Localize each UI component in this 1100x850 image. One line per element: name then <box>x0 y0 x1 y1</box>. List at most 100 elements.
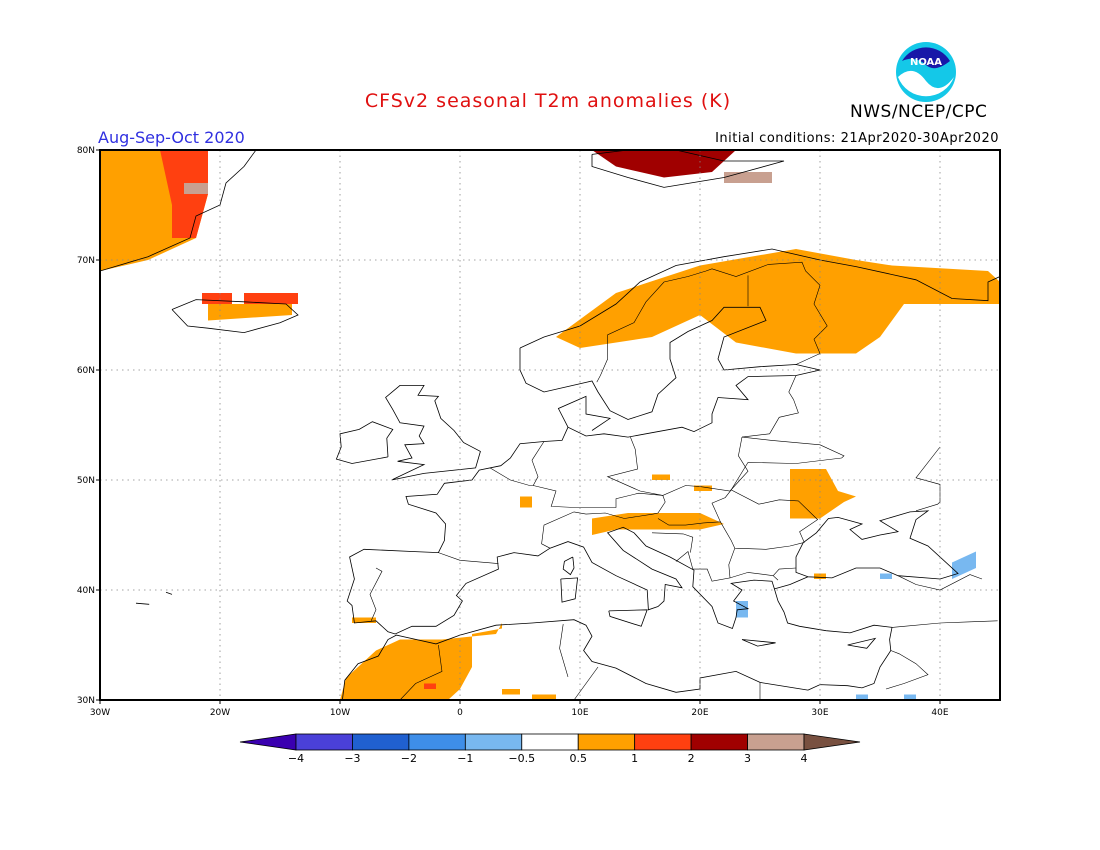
border-15 <box>651 532 694 553</box>
lat-tick-label: 40N <box>77 586 95 596</box>
colorbar-min-arrow <box>239 733 297 751</box>
anomaly-region-0-11 <box>532 694 556 700</box>
anomaly-region-1-3 <box>424 683 436 689</box>
coastline-11 <box>562 556 575 576</box>
noaa-logo: NOAA <box>895 41 957 103</box>
border-5 <box>596 261 828 383</box>
colorbar-swatch <box>577 733 636 751</box>
coastline-17 <box>135 602 150 605</box>
anomaly-fill-layer <box>100 150 1000 700</box>
colorbar-label: 2 <box>688 752 695 765</box>
border-1 <box>533 485 666 549</box>
border-13 <box>720 521 804 550</box>
colorbar-label: 3 <box>744 752 751 765</box>
lat-tick-label: 30N <box>77 696 95 706</box>
coastline-6 <box>346 427 959 635</box>
anomaly-region-3-1 <box>724 172 772 183</box>
border-7 <box>741 399 799 438</box>
anomaly-region-0-3 <box>652 474 670 480</box>
lat-tick-label: 50N <box>77 476 95 486</box>
colorbar-label: −4 <box>288 752 304 765</box>
anomaly-region-0-2 <box>556 249 1000 354</box>
lon-tick-label: 0 <box>457 708 463 718</box>
svg-text:NOAA: NOAA <box>910 57 942 68</box>
coastline-layer <box>100 150 1000 700</box>
anomaly-region-0-6 <box>790 469 856 519</box>
anomaly-region-4-3 <box>856 694 868 700</box>
anomaly-region-0-7 <box>520 496 532 508</box>
coastline-8 <box>342 619 809 700</box>
border-14 <box>675 548 736 582</box>
lon-tick-label: 10W <box>330 708 350 718</box>
colorbar-swatch <box>295 733 353 751</box>
anomaly-region-3-0 <box>184 183 208 194</box>
colorbar-label: −1 <box>457 752 473 765</box>
coastline-3 <box>519 248 1000 349</box>
colorbar-label: 1 <box>631 752 638 765</box>
coastline-10 <box>335 421 394 464</box>
anomaly-region-0-10 <box>502 689 520 695</box>
lon-tick-label: 40E <box>931 708 948 718</box>
axis-tick-layer: 30W 20W 10W 0 10E 20E 30E 40E 80N 70N 60N 50N 40N 30N <box>77 146 949 718</box>
chart-title: CFSv2 seasonal T2m anomalies (K) <box>364 90 732 112</box>
border-22 <box>573 666 599 700</box>
colorbar-swatch <box>690 733 748 751</box>
border-2 <box>489 441 545 486</box>
lat-tick-label: 80N <box>77 146 95 156</box>
lon-tick-label: 30E <box>811 708 828 718</box>
coastline-0 <box>100 150 257 272</box>
colorbar-swatch <box>408 733 466 751</box>
colorbar-label: −3 <box>344 752 360 765</box>
anomaly-region-4-1 <box>880 573 892 579</box>
border-16 <box>729 567 797 579</box>
colorbar-swatch <box>747 733 805 751</box>
agency-label: NWS/NCEP/CPC <box>850 102 988 122</box>
colorbar-label: −0.5 <box>508 752 535 765</box>
colorbar-label: −2 <box>401 752 417 765</box>
coastline-12 <box>560 577 579 603</box>
lat-tick-label: 60N <box>77 366 95 376</box>
lon-tick-label: 30W <box>90 708 110 718</box>
border-3 <box>438 552 499 564</box>
anomaly-region-1-2 <box>244 293 298 304</box>
border-20 <box>885 650 929 690</box>
coastline-14 <box>741 639 776 647</box>
map-frame <box>99 149 1001 701</box>
coastline-5 <box>557 369 821 438</box>
colorbar-swatch <box>521 733 579 751</box>
colorbar-label: 4 <box>801 752 808 765</box>
border-11 <box>730 462 819 543</box>
coastline-13 <box>608 609 648 627</box>
lat-tick-label: 70N <box>77 256 95 266</box>
colorbar-swatch <box>634 733 692 751</box>
border-8 <box>788 375 797 400</box>
graticule-layer <box>100 150 1000 700</box>
border-10 <box>741 436 845 464</box>
coastline-9 <box>385 384 481 481</box>
anomaly-region-0-4 <box>694 485 712 491</box>
lon-tick-label: 20E <box>691 708 708 718</box>
colorbar-swatch <box>352 733 410 751</box>
border-12 <box>657 489 732 526</box>
coastline-2 <box>591 150 785 188</box>
anomaly-region-4-2 <box>952 551 976 579</box>
border-24 <box>399 644 443 700</box>
anomaly-region-1-1 <box>202 293 232 304</box>
anomaly-region-0-1 <box>208 304 292 321</box>
coastline-16 <box>165 591 173 595</box>
colorbar-swatch <box>464 733 523 751</box>
anomaly-region-4-4 <box>904 694 916 700</box>
forecast-period: Aug-Sep-Oct 2020 <box>98 128 245 147</box>
border-4 <box>369 567 383 621</box>
coastline-4 <box>519 306 821 420</box>
colorbar-max-arrow <box>803 733 861 751</box>
coastline-15 <box>847 637 877 649</box>
border-23 <box>559 624 569 677</box>
border-18 <box>891 620 998 628</box>
initial-conditions: Initial conditions: 21Apr2020-30Apr2020 <box>715 131 999 146</box>
border-0 <box>606 436 749 496</box>
colorbar: −4 −3 −2 −1 −0.5 0.5 1 2 3 4 <box>239 733 861 765</box>
coastline-1 <box>171 299 299 334</box>
border-19 <box>772 575 779 581</box>
